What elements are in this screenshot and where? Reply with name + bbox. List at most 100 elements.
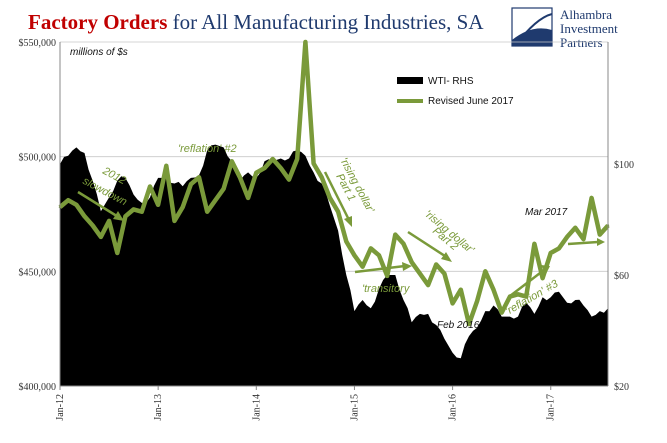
orders-data-point [377, 254, 381, 257]
chart-title-part1: Factory Orders [28, 10, 167, 34]
logo-emblem-icon [512, 28, 552, 46]
arrow-rising-dollar-1-head [344, 216, 352, 227]
annotation-mar-2017: Mar 2017 [525, 207, 568, 218]
arrow-rising-dollar-1 [323, 171, 352, 223]
orders-data-point [263, 166, 266, 170]
orders-data-point [394, 233, 397, 236]
orders-data-point [345, 240, 348, 243]
left-tick-label: $400,000 [19, 382, 57, 393]
logo-line3: Partners [560, 35, 603, 50]
arrow-mar-2017 [567, 240, 599, 246]
orders-data-point [83, 215, 86, 218]
orders-data-point [582, 238, 585, 241]
orders-data-point [197, 176, 201, 179]
arrow-reflation-3-head [541, 265, 550, 274]
logo-curve [514, 13, 553, 47]
orders-data-point [500, 311, 503, 314]
orders-data-point [484, 270, 487, 273]
orders-data-point [557, 247, 561, 250]
orders-data-point [214, 199, 217, 202]
arrow-reflation-3 [509, 269, 545, 297]
orders-data-point [124, 215, 127, 218]
units-label: millions of $s [70, 47, 128, 58]
chart-title-part2: for All Manufacturing Industries, SA [167, 10, 484, 34]
orders-data-point [598, 233, 602, 236]
annotation-feb-2016: Feb 2016 [437, 320, 480, 331]
orders-data-point [451, 302, 454, 305]
orders-data-point [271, 157, 274, 161]
wti-area-layer [60, 144, 608, 386]
orders-data-point [565, 235, 569, 239]
orders-data-point [66, 199, 70, 202]
orders-data-point [312, 162, 315, 165]
legend: WTI- RHS Revised June 2017 [397, 76, 514, 107]
right-tick-label: $20 [614, 382, 629, 393]
orders-data-point [516, 293, 520, 296]
orders-data-point [116, 251, 119, 255]
orders-data-point [525, 295, 528, 298]
orders-data-point [574, 226, 577, 229]
orders-data-point [541, 277, 544, 280]
arrow-transitory-head [402, 262, 412, 271]
right-tick-label: $60 [614, 271, 629, 282]
orders-line-layer [58, 39, 610, 327]
legend-label-wti: WTI- RHS [428, 76, 474, 87]
annotation-reflation-2: 'reflation' #2 [178, 143, 237, 155]
arrow-slowdown-head [113, 211, 124, 221]
orders-data-point [91, 224, 94, 227]
orders-data-point [75, 203, 78, 207]
orders-data-point [206, 210, 209, 213]
orders-data-point [533, 242, 536, 246]
orders-data-point [107, 219, 111, 223]
orders-data-point [369, 247, 373, 250]
orders-data-point [279, 166, 283, 170]
alhambra-logo: Alhambra Investment Partners [511, 7, 618, 50]
orders-data-point [222, 187, 225, 190]
left-tick-label: $550,000 [19, 38, 57, 49]
orders-data-point [410, 260, 413, 264]
orders-data-point [361, 265, 364, 268]
arrow-slowdown [77, 190, 121, 220]
legend-swatch-wti [397, 77, 423, 84]
orders-data-point [385, 274, 389, 278]
arrow-rising-dollar-2-head [441, 252, 452, 262]
orders-data-point [459, 288, 462, 291]
orders-data-point [336, 210, 340, 213]
x-tick-label: Jan-14 [251, 394, 262, 421]
chart-title: Factory Orders for All Manufacturing Ind… [28, 10, 484, 34]
orders-data-point [328, 196, 332, 200]
orders-data-point [426, 283, 430, 287]
orders-data-point [173, 219, 176, 223]
orders-data-point [295, 157, 299, 161]
annotation-transitory: 'transitory [362, 283, 411, 295]
orders-data-point [148, 185, 152, 188]
orders-data-point [435, 263, 438, 266]
orders-data-point [165, 164, 168, 168]
legend-label-orders: Revised June 2017 [428, 96, 514, 107]
x-tick-label: Jan-12 [55, 394, 66, 421]
orders-data-point [189, 182, 193, 186]
arrow-mar-2017-head [597, 238, 605, 246]
left-tick-label: $500,000 [19, 153, 57, 164]
orders-line-series [58, 39, 610, 327]
x-tick-label: Jan-15 [349, 394, 360, 421]
orders-data-point [467, 322, 471, 326]
orders-data-point [590, 196, 593, 200]
orders-data-point [181, 205, 184, 209]
orders-data-point [353, 254, 356, 257]
orders-data-point [287, 178, 291, 181]
orders-data-point [99, 235, 103, 239]
orders-data-point [255, 171, 258, 174]
orders-data-point [492, 288, 495, 291]
wti-area-series [60, 144, 608, 386]
orders-data-point [238, 176, 242, 179]
orders-data-point [132, 208, 135, 211]
orders-data-point [140, 210, 143, 213]
orders-data-point [443, 272, 446, 275]
logo-line1: Alhambra [560, 7, 612, 22]
left-tick-label: $450,000 [19, 267, 57, 278]
arrow-rising-dollar-2 [407, 230, 449, 260]
x-tick-label: Jan-17 [546, 394, 557, 421]
x-tick-label: Jan-13 [153, 394, 164, 421]
